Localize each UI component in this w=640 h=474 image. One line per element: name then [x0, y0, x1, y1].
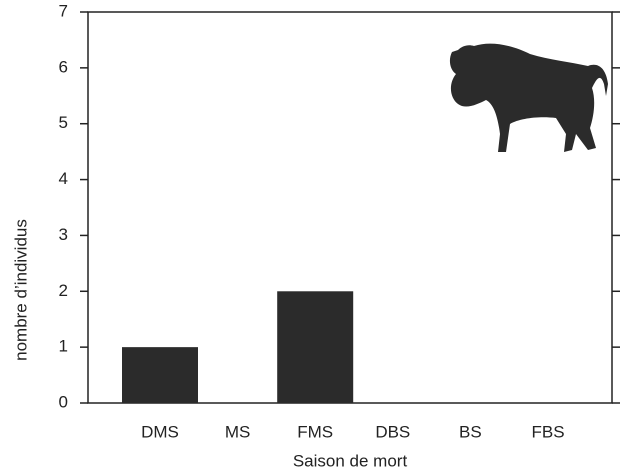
y-tick-label: 3	[59, 225, 68, 244]
x-tick-label: DMS	[141, 422, 179, 441]
x-tick-label: DBS	[375, 422, 410, 441]
y-tick-label: 4	[59, 169, 68, 188]
bar	[122, 347, 198, 403]
y-tick-label: 2	[59, 281, 68, 300]
y-tick-label: 5	[59, 113, 68, 132]
y-tick-label: 7	[59, 1, 68, 20]
x-axis-label: Saison de mort	[293, 451, 408, 470]
y-tick-label: 1	[59, 337, 68, 356]
x-tick-label: FBS	[531, 422, 564, 441]
y-tick-label: 0	[59, 392, 68, 411]
x-tick-label: MS	[225, 422, 251, 441]
x-tick-label: BS	[459, 422, 482, 441]
bison-icon	[449, 43, 608, 152]
y-tick-label: 6	[59, 57, 68, 76]
bar	[277, 291, 354, 403]
x-tick-label: FMS	[297, 422, 333, 441]
y-axis-label: nombre d’individus	[11, 219, 30, 361]
